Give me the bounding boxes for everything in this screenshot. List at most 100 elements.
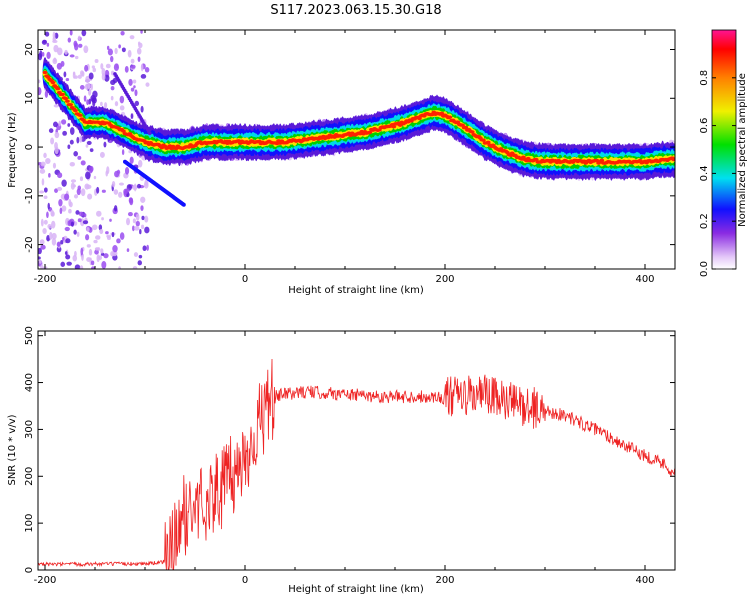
noise-mark (85, 234, 90, 241)
noise-mark (52, 162, 57, 169)
colorbar-label: Normalized spectral amplitude (737, 73, 748, 227)
noise-mark (110, 95, 114, 101)
noise-mark (137, 260, 142, 266)
noise-mark (56, 241, 61, 247)
noise-mark (142, 245, 147, 252)
ridge-mark-5 (60, 92, 65, 96)
noise-mark (96, 210, 102, 217)
noise-mark (46, 211, 49, 219)
noise-mark (93, 239, 98, 244)
noise-mark (53, 44, 59, 53)
noise-mark (123, 188, 128, 195)
noise-mark (93, 175, 97, 180)
noise-mark (54, 131, 60, 139)
noise-mark (43, 219, 48, 225)
noise-mark (126, 217, 131, 226)
noise-mark (140, 63, 144, 72)
colorbar-tick-label: 0.2 (699, 213, 710, 229)
noise-mark (89, 148, 94, 153)
noise-mark (69, 139, 74, 145)
noise-mark (121, 47, 126, 53)
y-tick-label: 100 (24, 514, 35, 533)
ridge-mark-5 (391, 124, 397, 129)
noise-mark (51, 238, 57, 246)
noise-mark (86, 99, 90, 106)
noise-mark (64, 251, 68, 256)
noise-mark (119, 95, 125, 104)
spectrogram-axes: -200 0 200 400 20 10 0 -10 -20 (24, 30, 675, 285)
noise-mark (67, 144, 71, 150)
noise-mark (113, 63, 120, 72)
x-tick-label: 400 (635, 274, 654, 285)
noise-mark (127, 49, 132, 58)
x-tick-label: 0 (242, 274, 248, 285)
noise-mark (116, 238, 121, 244)
noise-mark (118, 191, 123, 198)
noise-mark (41, 39, 47, 45)
noise-mark (40, 244, 46, 250)
noise-mark (38, 87, 42, 96)
noise-mark (138, 254, 143, 259)
noise-mark (136, 183, 142, 189)
noise-mark (124, 166, 130, 175)
noise-mark (40, 264, 44, 269)
noise-mark (40, 218, 44, 227)
noise-mark (133, 85, 136, 89)
noise-mark (88, 166, 93, 174)
noise-mark (135, 220, 140, 227)
noise-mark (74, 55, 79, 60)
noise-mark (43, 187, 48, 193)
noise-mark (86, 184, 92, 190)
noise-mark (74, 250, 77, 257)
noise-mark (77, 74, 82, 79)
spectrogram-panel: -200 0 200 400 20 10 0 -10 -20 Height of straigh… (7, 29, 676, 296)
noise-mark (114, 170, 120, 178)
noise-mark (88, 248, 93, 256)
noise-mark (46, 42, 50, 47)
noise-mark (39, 190, 45, 194)
noise-mark (136, 47, 142, 55)
ridge-mark-5 (463, 125, 469, 130)
ridge-mark-5 (367, 130, 373, 135)
noise-mark (50, 209, 55, 217)
noise-mark (90, 260, 95, 266)
noise-mark (57, 172, 63, 179)
noise-mark (111, 232, 115, 238)
noise-mark (113, 205, 118, 212)
noise-mark (64, 193, 70, 201)
noise-mark (90, 266, 96, 269)
noise-mark (51, 220, 56, 229)
ridge-mark-5 (65, 99, 70, 103)
noise-mark (87, 82, 91, 89)
noise-mark (53, 104, 60, 108)
noise-mark (38, 79, 41, 84)
noise-mark (70, 221, 75, 227)
colorbar-tick-label: 0.0 (699, 261, 710, 277)
noise-mark (68, 208, 72, 214)
noise-mark (130, 113, 134, 119)
noise-mark (95, 235, 101, 240)
noise-mark (78, 211, 84, 217)
noise-mark (54, 32, 59, 39)
snr-axes: -200 0 200 400 0 100 200 300 400 500 (24, 326, 675, 586)
noise-mark (67, 220, 72, 227)
noise-mark (68, 198, 72, 207)
noise-mark (135, 213, 140, 221)
noise-mark (110, 55, 114, 63)
noise-mark (114, 101, 119, 107)
ridge-mark-5 (121, 129, 126, 133)
noise-mark (94, 249, 99, 255)
noise-mark (50, 137, 55, 145)
noise-mark (82, 220, 89, 225)
noise-mark (54, 146, 59, 155)
noise-mark (95, 247, 99, 251)
noise-mark (38, 53, 43, 61)
colorbar: 0.0 0.2 0.4 0.6 0.8 Normalized spectral ampl… (699, 29, 748, 277)
spectrogram-ylabel: Frequency (Hz) (7, 112, 18, 188)
noise-mark (91, 65, 96, 69)
noise-mark (81, 30, 87, 37)
noise-mark (100, 101, 103, 107)
noise-mark (129, 156, 134, 164)
noise-mark (60, 261, 66, 267)
noise-mark (75, 210, 80, 215)
